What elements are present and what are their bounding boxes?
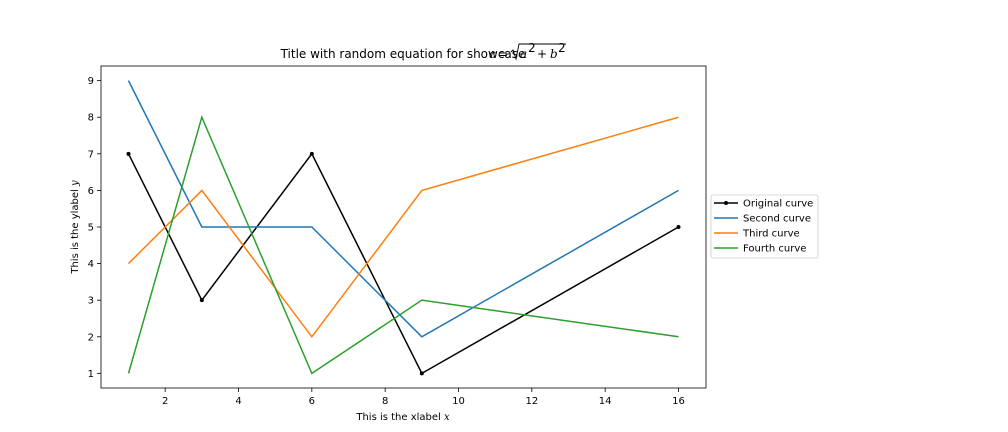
legend-marker: [724, 201, 728, 205]
chart-title: Title with random equation for showcase: [280, 47, 526, 61]
x-tick-label: 2: [162, 396, 168, 407]
title-eq-radical: [510, 43, 566, 61]
y-tick-label: 4: [88, 259, 94, 270]
series-line-fourth-curve: [127, 114, 679, 375]
x-tick-label: 4: [235, 396, 241, 407]
y-tick-label: 3: [88, 296, 94, 307]
data-point-original-curve: [419, 371, 424, 376]
series-line-second-curve: [127, 80, 679, 338]
y-tick-label: 2: [88, 332, 94, 343]
y-tick-label: 5: [88, 223, 94, 234]
title-equation: c = a 2 + b 2: [489, 41, 566, 61]
y-tick-label: 6: [88, 186, 94, 197]
y-tick-label: 1: [88, 369, 94, 380]
legend-item-third-curve: Third curve: [714, 229, 800, 240]
data-point-original-curve: [199, 298, 204, 303]
x-tick-label: 6: [309, 396, 315, 407]
legend-label: Fourth curve: [743, 244, 806, 255]
data-point-original-curve: [309, 151, 314, 156]
data-point-original-curve: [126, 151, 131, 156]
title-eq-b: b: [550, 47, 558, 61]
x-tick-label: 8: [382, 396, 388, 407]
y-tick-label: 9: [88, 76, 94, 87]
y-axis-ticks: 1 2 3 4 5 6 7 8 9: [88, 76, 101, 380]
title-eq-sup-b: 2: [558, 41, 566, 55]
y-tick-label: 7: [88, 149, 94, 160]
legend-label: Second curve: [743, 214, 811, 225]
chart-title-text: Title with random equation for showcase: [280, 47, 526, 61]
x-tick-label: 12: [525, 396, 538, 407]
x-tick-label: 16: [672, 396, 685, 407]
title-eq-sup-a: 2: [528, 41, 536, 55]
data-point-original-curve: [676, 225, 681, 229]
title-eq-c: c: [489, 47, 496, 61]
x-tick-label: 14: [599, 396, 612, 407]
title-eq-a: a: [520, 47, 527, 61]
legend-item-fourth-curve: Fourth curve: [714, 244, 806, 255]
legend-label: Third curve: [742, 229, 800, 240]
legend-item-original-curve: Original curve: [714, 199, 813, 210]
legend-label: Original curve: [743, 199, 813, 210]
legend: Original curve Second curve Third curve Fou…: [710, 194, 819, 259]
title-eq-equals: =: [498, 47, 508, 61]
x-axis-ticks: 2 4 6 8 10 12 14 16: [162, 388, 685, 407]
legend-box: [710, 194, 819, 259]
legend-item-second-curve: Second curve: [714, 214, 811, 225]
x-tick-label: 10: [452, 396, 465, 407]
title-eq-plus: +: [537, 47, 547, 61]
y-tick-label: 8: [88, 113, 94, 124]
x-axis-label: This is the xlabel x: [355, 412, 450, 423]
series-line-third-curve: [127, 116, 679, 339]
y-axis-label: This is the ylabel y: [70, 180, 81, 275]
series-layer: [126, 80, 681, 376]
